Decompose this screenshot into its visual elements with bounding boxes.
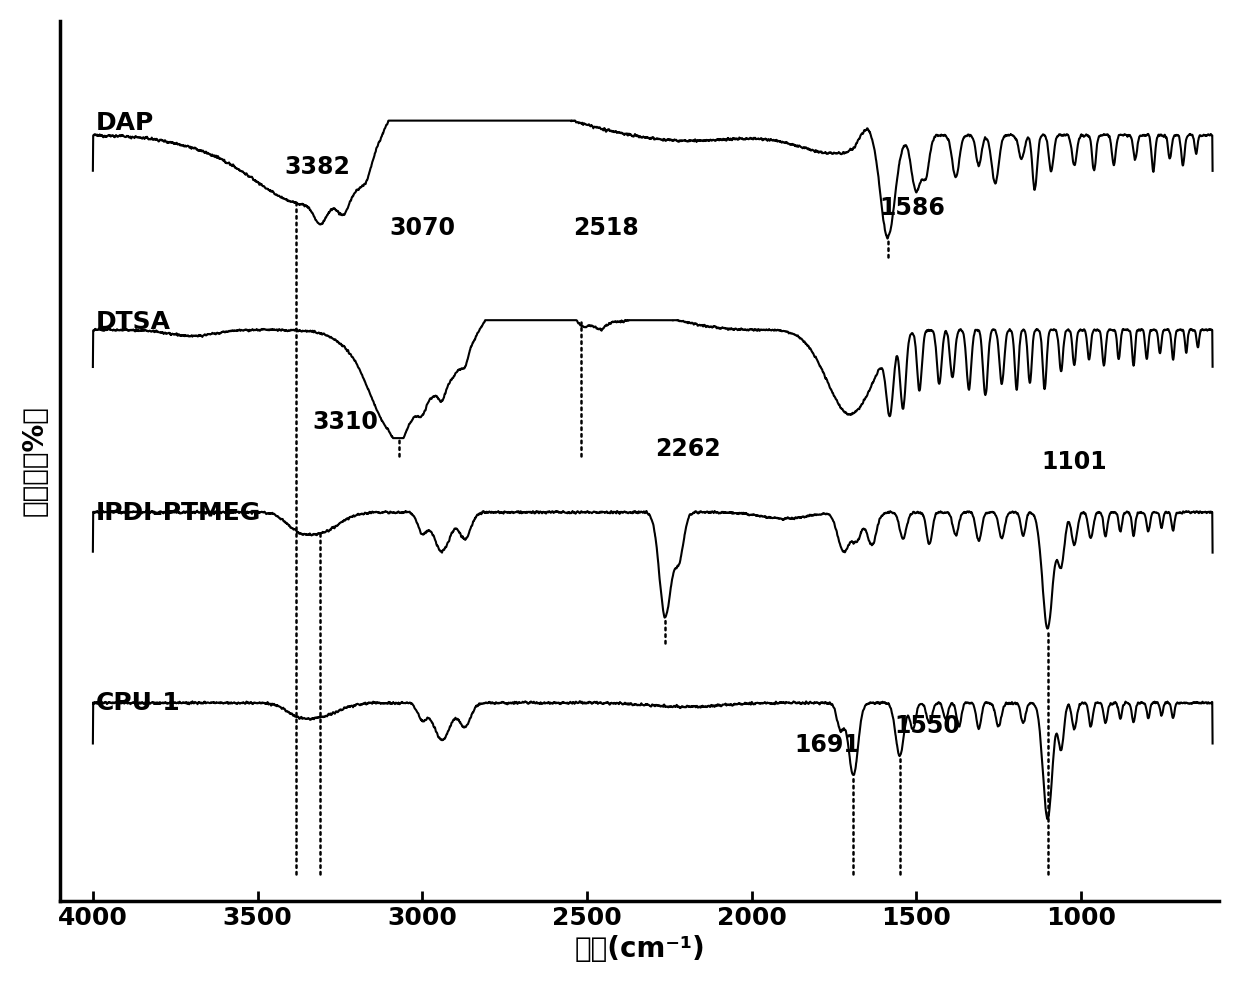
Text: 2262: 2262 xyxy=(656,437,720,461)
Text: 3070: 3070 xyxy=(389,216,455,240)
X-axis label: 波数(cm⁻¹): 波数(cm⁻¹) xyxy=(574,935,704,963)
Text: DTSA: DTSA xyxy=(97,310,171,335)
Text: DAP: DAP xyxy=(97,111,155,135)
Text: 2518: 2518 xyxy=(573,216,639,240)
Text: 1101: 1101 xyxy=(1042,450,1106,474)
Text: 1586: 1586 xyxy=(879,196,946,220)
Text: 3382: 3382 xyxy=(285,154,351,179)
Text: 1550: 1550 xyxy=(895,714,961,738)
Text: CPU-1: CPU-1 xyxy=(97,692,181,715)
Y-axis label: 透过率（%）: 透过率（%） xyxy=(21,405,48,517)
Text: 1691: 1691 xyxy=(794,732,859,757)
Text: 3310: 3310 xyxy=(312,410,378,434)
Text: IPDI-PTMEG: IPDI-PTMEG xyxy=(97,501,262,524)
